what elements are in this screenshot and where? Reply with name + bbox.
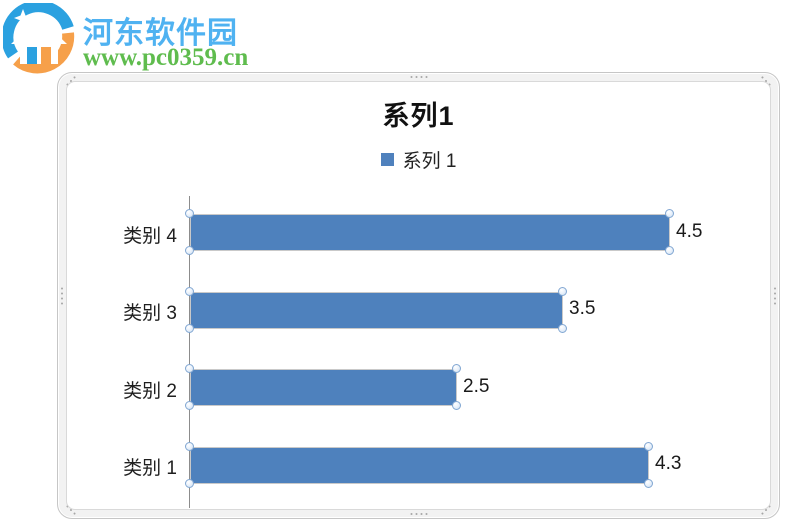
- data-bar[interactable]: [190, 446, 649, 484]
- selection-handle[interactable]: [185, 441, 194, 451]
- selection-handle[interactable]: [185, 246, 194, 255]
- data-bar[interactable]: [190, 214, 670, 251]
- category-label: 类别 4: [123, 225, 177, 247]
- selection-handle[interactable]: [185, 478, 194, 488]
- category-label: 类别 3: [123, 303, 177, 324]
- data-label: 2.5: [463, 375, 490, 397]
- data-bar[interactable]: [190, 291, 563, 329]
- selection-handle[interactable]: [665, 246, 674, 255]
- frame-handle-bottom[interactable]: [410, 513, 427, 515]
- frame-handle-left[interactable]: [61, 287, 63, 304]
- site-logo-icon: [3, 3, 75, 74]
- data-bar[interactable]: [190, 369, 457, 406]
- selection-handle[interactable]: [644, 478, 653, 488]
- plot-area: 系列1 系列 1 类别 4 4.5 类别 3 3.5 类别 2 2.5 类别 1 4.3: [58, 73, 779, 518]
- frame-handle-top[interactable]: [410, 76, 427, 78]
- frame-handle-right[interactable]: [774, 287, 776, 304]
- legend-label: 系列 1: [402, 151, 457, 172]
- site-url: www.pc0359.cn: [83, 44, 249, 71]
- category-label: 类别 1: [123, 458, 177, 479]
- selection-handle[interactable]: [185, 323, 194, 333]
- selection-handle[interactable]: [185, 286, 194, 296]
- selection-handle[interactable]: [452, 401, 461, 410]
- data-label: 4.3: [655, 453, 682, 474]
- selection-handle[interactable]: [452, 364, 461, 373]
- chart-frame[interactable]: 系列1 系列 1 类别 4 4.5 类别 3 3.5 类别 2 2.5 类别 1 4.3: [57, 72, 780, 519]
- selection-handle[interactable]: [185, 364, 194, 373]
- legend[interactable]: 系列 1: [58, 146, 779, 173]
- selection-handle[interactable]: [558, 323, 567, 333]
- site-name: 河东软件园: [83, 17, 238, 50]
- chart-title[interactable]: 系列1: [382, 101, 455, 131]
- category-label: 类别 2: [123, 380, 177, 402]
- selection-handle[interactable]: [644, 441, 653, 451]
- data-label: 3.5: [569, 298, 596, 319]
- selection-handle[interactable]: [185, 401, 194, 410]
- data-label: 4.5: [676, 220, 703, 242]
- legend-swatch-icon: [380, 153, 394, 166]
- watermark: 河东软件园 www.pc0359.cn: [2, 2, 248, 78]
- selection-handle[interactable]: [185, 209, 194, 218]
- selection-handle[interactable]: [665, 209, 674, 218]
- category-axis-line[interactable]: [189, 196, 190, 508]
- selection-handle[interactable]: [558, 286, 567, 296]
